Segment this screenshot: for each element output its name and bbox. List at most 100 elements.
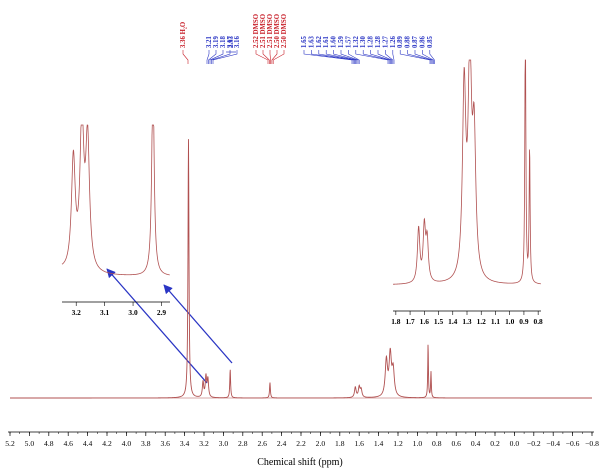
x-tick-label: 0.2 [490,439,500,448]
label-connector [333,50,358,64]
label-connector [208,50,217,64]
peak-label: 1.32 [353,36,360,48]
peak-label: 1.26 [390,36,397,48]
label-connector [414,50,433,64]
inset-tick-label: 0.9 [519,317,529,326]
x-tick-label: 3.4 [180,439,190,448]
peak-label: 3.21 [206,36,213,48]
x-axis: 5.2 5.0 4.8 4.6 4.4 4.2 4.0 3.8 3.6 3.4 3.2 3.0 2.8 2… [5,431,599,448]
inset-tick-label: 3.2 [72,308,82,317]
inset-tick-label: 1.5 [434,317,444,326]
label-connector [355,50,389,64]
label-connector [272,50,285,64]
peak-label: 1.65 [301,36,308,48]
label-connector [182,50,189,64]
label-connector [311,50,354,64]
x-tick-label: 2.2 [296,439,306,448]
x-tick-label: 4.2 [102,439,112,448]
peak-label: 0.85 [427,36,434,48]
label-connector [255,50,269,64]
label-connector [399,50,431,64]
x-tick-label: 2.6 [257,439,267,448]
inset-tick-label: 2.9 [157,308,167,317]
peak-label-dmso: 2.52 DMSO [253,14,260,48]
label-connector [262,50,270,64]
peak-label-h2o: 3.36 H₂O [180,22,187,48]
peak-label: 3.19 [213,36,220,48]
connector-layer [106,268,233,384]
inset-tick-label: 1.3 [462,317,472,326]
peak-label-dmso: 2.51 DMSO [260,14,267,48]
inset-tick-label: 0.8 [534,317,544,326]
label-connector [377,50,392,64]
peak-label: 1.28 [375,36,382,48]
peak-label-dmso: 2.50 DMSO [281,14,288,48]
x-tick-label: 3.0 [219,439,229,448]
peak-label: 0.88 [405,36,412,48]
label-connector [340,50,359,64]
label-connector [348,50,360,64]
inset-arrow [106,268,208,384]
x-tick-label: −0.8 [585,439,599,448]
x-tick-label: 3.6 [160,439,170,448]
spectrum-line [10,139,592,399]
peak-label: 1.30 [360,36,367,48]
peak-label: 1.62 [316,36,323,48]
label-connector [303,50,353,64]
peak-label: 3.18 [220,36,227,48]
inset-right: 1.8 1.7 1.6 1.5 1.4 1.3 1.2 1.1 1.0 0.9 0.8 [391,59,544,326]
label-connector [429,50,435,64]
peak-label: 1.57 [345,36,352,48]
inset-left: 3.2 3.1 3.0 2.9 [61,124,170,317]
x-tick-label: 1.0 [413,439,423,448]
x-tick-label: 4.4 [83,439,93,448]
x-tick-label: 0.0 [510,439,520,448]
label-connector [212,50,238,64]
peak-label: 1.61 [323,36,330,48]
label-connector [407,50,432,64]
x-tick-label: 1.4 [374,439,384,448]
x-tick-label: 1.8 [335,439,345,448]
peak-label: 2.93 [228,36,235,48]
peak-label: 0.87 [412,36,419,48]
peak-label-layer: 3.36 H₂O 3.21 3.19 3.18 3.17 3.162.93 2.52 DMS… [180,14,435,64]
inset-tick-label: 1.1 [491,317,501,326]
main-spectrum [10,139,592,399]
x-tick-label: 2.8 [238,439,248,448]
inset-tick-label: 1.4 [448,317,458,326]
inset-tick-label: 1.2 [477,317,487,326]
label-connector [209,50,224,64]
peak-label: 0.89 [397,36,404,48]
peak-label: 1.63 [308,36,315,48]
peak-label: 1.27 [382,36,389,48]
peak-label: 1.59 [338,36,345,48]
x-tick-label: −0.4 [546,439,560,448]
inset-spectrum-line [61,124,170,276]
label-connector [392,50,395,64]
inset-tick-label: 1.0 [505,317,515,326]
inset-arrow [163,284,233,364]
x-tick-label: 4.8 [44,439,54,448]
inset-tick-label: 1.6 [420,317,430,326]
inset-tick-label: 1.7 [405,317,415,326]
label-connector [385,50,394,64]
peak-label: 1.60 [331,36,338,48]
peak-label: 3.17 [227,36,234,48]
label-connector [269,50,271,64]
peak-label: 3.16 [234,36,241,48]
x-tick-label: 0.6 [451,439,461,448]
x-tick-label: 2.4 [277,439,287,448]
inset-spectrum-line [392,59,541,285]
inset-tick-label: 1.8 [391,317,401,326]
x-tick-label: 4.0 [122,439,132,448]
x-tick-label: 4.6 [63,439,73,448]
x-tick-label: 5.0 [25,439,35,448]
peak-label: 1.28 [368,36,375,48]
x-tick-label: 1.6 [354,439,364,448]
x-tick-label: 0.4 [471,439,481,448]
x-tick-label: 0.8 [432,439,442,448]
x-tick-label: 3.2 [199,439,209,448]
label-connector [206,50,210,64]
label-connector [422,50,434,64]
